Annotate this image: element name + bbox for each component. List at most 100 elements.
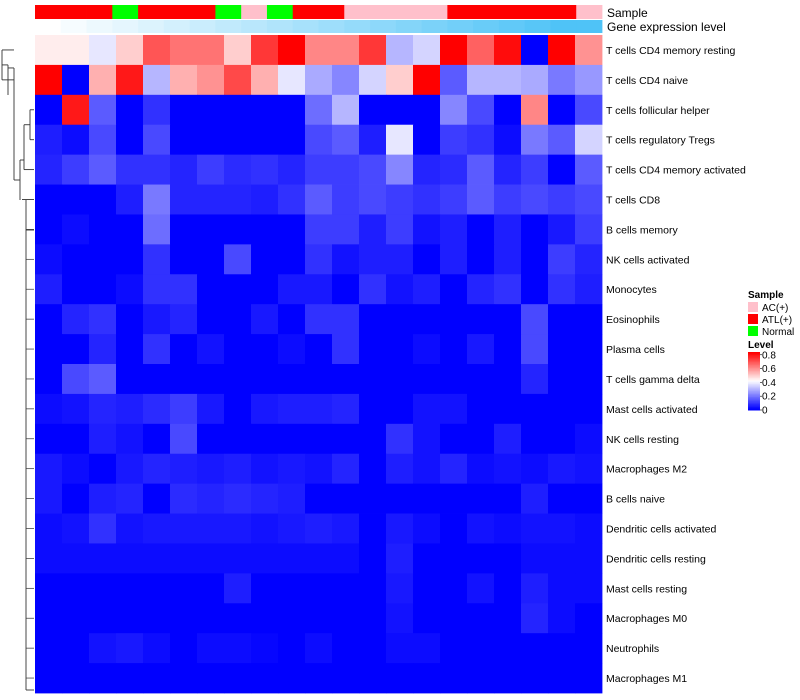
sample-annotation-cell [60,5,87,19]
heatmap-cell [197,364,225,395]
heatmap-cell [116,423,144,455]
heatmap-cell [89,573,117,604]
heatmap-cell [197,124,225,156]
heatmap-cell [62,35,90,66]
heatmap-cell [278,274,306,305]
heatmap-cell [386,94,414,126]
heatmap-cell [251,35,279,66]
heatmap-cell [494,334,522,365]
heatmap-cell [305,154,333,185]
heatmap-cell [278,214,306,245]
heatmap-cell [89,543,117,574]
sample-annotation-label: Sample [607,6,648,20]
heatmap-cell [62,364,90,395]
heatmap-cell [116,663,144,694]
heatmap-cell [251,423,279,455]
heatmap-cell [467,663,495,694]
heatmap-cell [521,513,549,544]
heatmap-cell [197,393,225,425]
heatmap-cell [386,154,414,185]
gene-expression-annotation-cell [215,20,242,33]
legend-level-gradient-step [748,379,760,382]
heatmap-cell [35,364,63,395]
heatmap-cell [224,663,252,694]
heatmap-cell [197,513,225,544]
heatmap-cell [197,274,225,305]
heatmap-cell [251,364,279,395]
heatmap-cell [116,94,144,126]
heatmap-cell [440,94,468,126]
heatmap-cell [440,423,468,455]
heatmap-cell [521,423,549,455]
heatmap-cell [332,304,360,335]
heatmap-cell [332,364,360,395]
heatmap-cell [386,184,414,215]
sample-annotation-cell [576,5,603,19]
heatmap-cell [35,423,63,455]
heatmap-cell [305,633,333,664]
heatmap-cell [89,483,117,514]
heatmap-cell [305,423,333,455]
heatmap-cell [467,423,495,455]
heatmap-cell [35,274,63,305]
heatmap-cell [467,304,495,335]
legend-level-gradient-step [748,352,760,354]
row-label: NK cells activated [606,254,690,266]
heatmap-cell [332,483,360,514]
heatmap-cell [467,64,495,96]
sample-annotation-cell [215,5,242,19]
heatmap-cell [359,124,387,156]
heatmap-cell [494,304,522,335]
heatmap-cell [170,64,198,96]
heatmap-cell [440,393,468,425]
heatmap-cell [278,334,306,365]
heatmap-cell [494,244,522,275]
heatmap-cell [386,364,414,395]
heatmap-cell [548,513,576,544]
legend-level-gradient-step [748,395,760,398]
sample-annotation-cell [138,5,165,19]
heatmap-cell [359,94,387,126]
heatmap-cell [440,244,468,275]
heatmap-cell [575,663,603,694]
heatmap-cell [251,274,279,305]
heatmap-cell [62,573,90,604]
heatmap-cell [170,154,198,185]
heatmap-cell [440,513,468,544]
heatmap-cell [386,274,414,305]
heatmap-cell [359,304,387,335]
heatmap-cell [521,35,549,66]
heatmap-cell [116,573,144,604]
heatmap-cell [521,543,549,574]
heatmap-cell [548,334,576,365]
heatmap-cell [494,214,522,245]
row-label: Macrophages M0 [606,613,687,625]
heatmap-cell [494,364,522,395]
sample-annotation-cell [292,5,319,19]
heatmap-cell [548,64,576,96]
heatmap-cell [170,244,198,275]
heatmap-cell [35,483,63,514]
legend-level-gradient-step [748,391,760,394]
heatmap-cell [305,483,333,514]
heatmap-cell [89,663,117,694]
heatmap-cell [386,663,414,694]
heatmap-cell [224,214,252,245]
heatmap-cell [467,334,495,365]
gene-expression-annotation-cell [370,20,397,33]
heatmap-cell [440,214,468,245]
legend-sample-swatch [748,314,758,324]
legend-level-gradient-step [748,401,760,404]
gene-expression-annotation-cell [395,20,422,33]
heatmap-cell [35,334,63,365]
heatmap-cell [224,393,252,425]
heatmap-cell [467,184,495,215]
heatmap-cell [143,304,171,335]
heatmap-cell [521,154,549,185]
heatmap-cell [575,35,603,66]
heatmap-cell [413,214,441,245]
heatmap-cell [197,483,225,514]
heatmap-cell [62,603,90,634]
heatmap-cell [116,154,144,185]
legend-level-gradient-step [748,407,760,410]
